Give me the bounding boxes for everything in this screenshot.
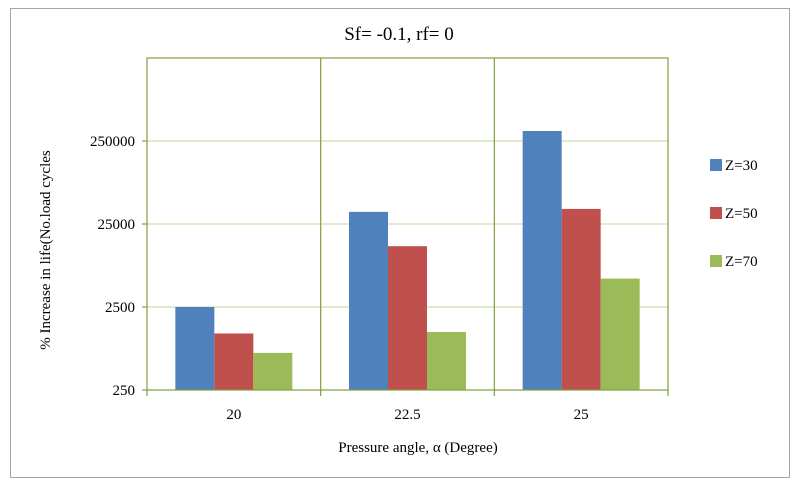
y-tick-label: 25000: [98, 217, 136, 233]
legend-label: Z=70: [725, 254, 758, 270]
chart-title: Sf= -0.1, rf= 0: [344, 24, 454, 45]
chart-frame: [10, 8, 790, 478]
x-tick-label: 22.5: [394, 407, 420, 423]
legend-swatch: [710, 207, 722, 219]
x-axis-label: Pressure angle, α (Degree): [338, 440, 497, 456]
bars: [175, 130, 640, 390]
axes: 250 2500 25000 250000 20 22.5 25: [90, 57, 669, 423]
legend: Z=30 Z=50 Z=70: [710, 158, 758, 270]
legend-label: Z=50: [725, 206, 758, 222]
legend-swatch: [710, 159, 722, 171]
bar-z-70-25: [600, 278, 640, 390]
x-tick-label: 20: [226, 407, 241, 423]
bar-z-30-20: [175, 307, 215, 390]
legend-swatch: [710, 255, 722, 267]
bar-z-50-22-5: [388, 246, 427, 390]
y-tick-label: 250000: [90, 134, 135, 150]
bar-z-70-20: [253, 352, 293, 390]
legend-label: Z=30: [725, 158, 758, 174]
bar-z-70-22-5: [427, 331, 466, 390]
bar-z-30-25: [522, 130, 562, 390]
y-axis-label: % Increase in life(No.load cycles: [38, 150, 54, 350]
bar-z-30-22-5: [349, 211, 388, 390]
bar-z-50-20: [214, 333, 254, 390]
y-tick-label: 250: [113, 383, 136, 399]
bar-z-50-25: [561, 208, 601, 390]
x-tick-label: 25: [574, 407, 589, 423]
y-tick-label: 2500: [105, 300, 135, 316]
